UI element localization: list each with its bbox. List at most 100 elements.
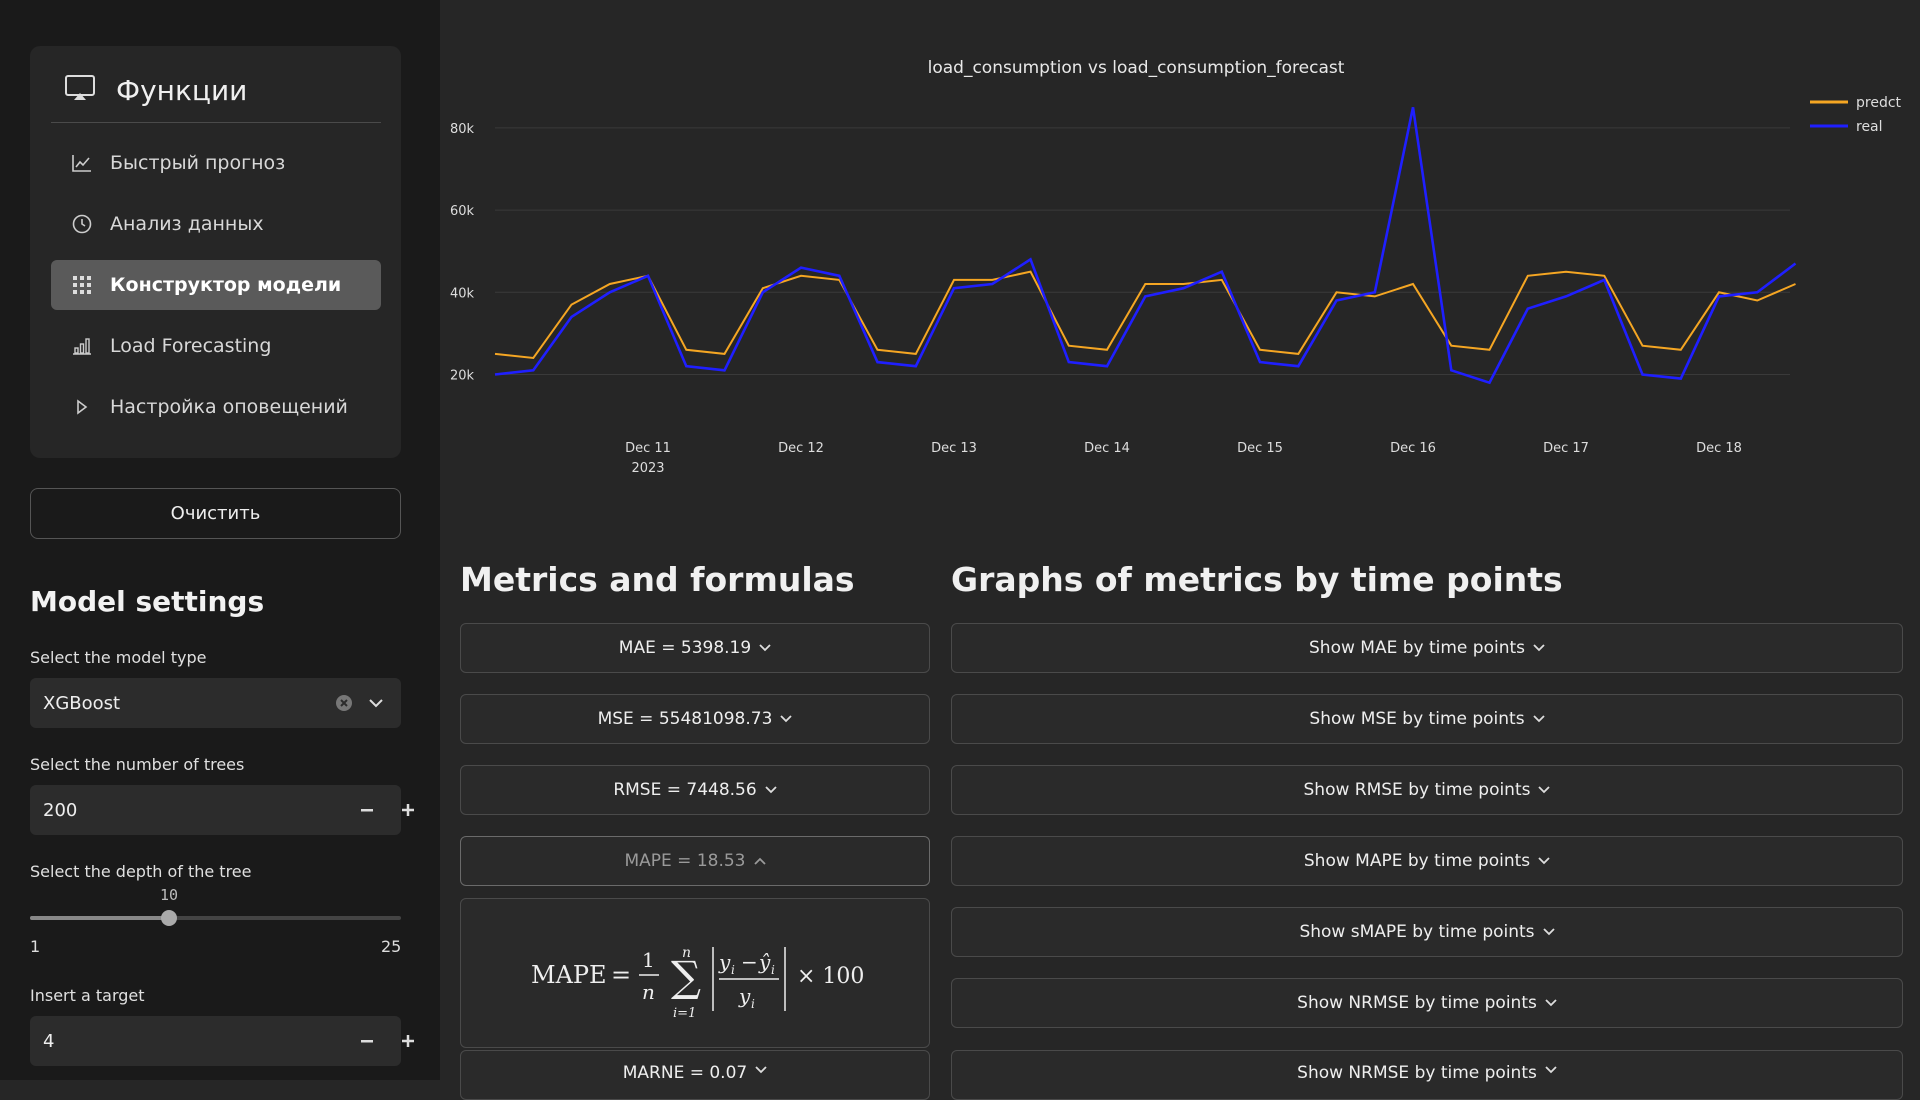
target-value: 4	[43, 1030, 55, 1052]
play-icon	[71, 396, 93, 418]
x-tick-year-label: 2023	[631, 461, 664, 476]
trees-increment-button[interactable]	[391, 795, 425, 825]
series-line-real	[494, 107, 1797, 385]
bar-chart-icon	[71, 335, 93, 357]
mape-expander[interactable]: MAPE = 18.53	[460, 836, 930, 886]
chart-title: load_consumption vs load_consumption_for…	[927, 58, 1345, 78]
sidebar-item-label: Быстрый прогноз	[110, 152, 286, 174]
graph-expander[interactable]: Show NRMSE by time points	[951, 978, 1903, 1028]
formula-sum-upper: n	[682, 945, 691, 961]
graph-expander[interactable]: Show MAE by time points	[951, 623, 1903, 673]
graph-expander[interactable]: Show NRMSE by time points	[951, 1050, 1903, 1100]
x-tick-label: Dec 15	[1237, 441, 1283, 456]
x-tick-label: Dec 12	[778, 441, 824, 456]
formula-y: y	[718, 950, 731, 974]
marne-expander[interactable]: MARNE = 0.07	[460, 1050, 930, 1100]
trees-label: Select the number of trees	[30, 755, 245, 774]
expander-label: Show NRMSE by time points	[1297, 1063, 1537, 1083]
graph-expander[interactable]: Show sMAPE by time points	[951, 907, 1903, 957]
formula-lhs: MAPE	[531, 961, 607, 989]
depth-slider-fill	[30, 916, 170, 920]
clear-selection-icon[interactable]	[334, 693, 354, 713]
sidebar: Функции Быстрый прогноз Анализ данных Ко…	[0, 0, 440, 1080]
chevron-down-icon	[1532, 712, 1545, 727]
expander-label: MSE = 55481098.73	[597, 709, 773, 729]
sidebar-item-label: Анализ данных	[110, 213, 264, 235]
sidebar-item-label: Настройка оповещений	[110, 396, 348, 418]
depth-slider-max: 25	[381, 937, 402, 956]
sidebar-item-model-builder[interactable]: Конструктор модели	[51, 260, 381, 310]
menu-header: Функции	[64, 70, 247, 110]
formula-yhat: ŷ	[758, 950, 771, 974]
mape-formula-panel: MAPE = 1 n ∑ n i=1 y i − ŷ i y i × 100	[460, 898, 930, 1048]
x-tick-label: Dec 11	[625, 441, 671, 456]
svg-text:∑: ∑	[671, 952, 701, 1001]
svg-text:−: −	[741, 950, 758, 974]
chevron-down-icon[interactable]	[366, 693, 386, 713]
sidebar-item-quick-forecast[interactable]: Быстрый прогноз	[51, 138, 381, 188]
sidebar-item-label: Load Forecasting	[110, 335, 272, 357]
formula-times: × 100	[797, 964, 864, 989]
navigation-menu	[30, 46, 401, 458]
trees-decrement-button[interactable]	[350, 795, 384, 825]
model-type-value: XGBoost	[43, 692, 121, 714]
model-type-select[interactable]: XGBoost	[30, 678, 401, 728]
svg-text:=: =	[611, 961, 631, 989]
graph-expander[interactable]: Show MSE by time points	[951, 694, 1903, 744]
expander-label: RMSE = 7448.56	[613, 780, 757, 800]
sidebar-item-data-analysis[interactable]: Анализ данных	[51, 199, 381, 249]
forecast-chart: load_consumption vs load_consumption_for…	[440, 0, 1920, 500]
menu-divider	[51, 122, 381, 123]
rmse-expander[interactable]: RMSE = 7448.56	[460, 765, 930, 815]
expander-label: MAE = 5398.19	[618, 638, 752, 658]
y-tick-label: 80k	[450, 122, 475, 137]
chevron-down-icon	[765, 783, 777, 798]
monitor-icon	[64, 74, 96, 106]
expander-label: Show MAPE by time points	[1303, 851, 1531, 871]
formula-one: 1	[642, 948, 655, 972]
expander-label: Show MAE by time points	[1309, 638, 1525, 658]
mse-expander[interactable]: MSE = 55481098.73	[460, 694, 930, 744]
chevron-up-icon	[753, 854, 766, 869]
chevron-down-icon	[1545, 1063, 1557, 1078]
series-line-predct	[494, 270, 1796, 360]
chevron-down-icon	[1545, 996, 1557, 1011]
chevron-down-icon	[1542, 925, 1555, 940]
menu-title: Функции	[116, 73, 248, 107]
model-settings-title: Model settings	[30, 585, 265, 618]
expander-label: MARNE = 0.07	[622, 1063, 748, 1083]
depth-slider[interactable]	[30, 910, 401, 926]
graph-expander[interactable]: Show MAPE by time points	[951, 836, 1903, 886]
target-number-input[interactable]: 4	[30, 1016, 414, 1066]
target-decrement-button[interactable]	[350, 1026, 384, 1056]
y-tick-label: 60k	[450, 204, 475, 219]
y-tick-label: 20k	[450, 368, 475, 383]
mape-formula: MAPE = 1 n ∑ n i=1 y i − ŷ i y i × 100	[531, 945, 864, 1021]
sidebar-item-notification-settings[interactable]: Настройка оповещений	[51, 382, 381, 432]
legend-label: predct	[1856, 95, 1902, 111]
chevron-down-icon	[780, 712, 793, 727]
expander-label: Show NRMSE by time points	[1297, 993, 1537, 1013]
formula-y-denominator: y	[738, 984, 751, 1008]
expander-label: Show RMSE by time points	[1303, 780, 1531, 800]
depth-slider-thumb[interactable]	[161, 910, 178, 926]
expander-label: MAPE = 18.53	[624, 851, 746, 871]
mae-expander[interactable]: MAE = 5398.19	[460, 623, 930, 673]
x-tick-label: Dec 18	[1696, 441, 1742, 456]
depth-label: Select the depth of the tree	[30, 862, 252, 881]
graph-expander[interactable]: Show RMSE by time points	[951, 765, 1903, 815]
svg-text:i: i	[731, 963, 735, 977]
model-type-label: Select the model type	[30, 648, 207, 667]
target-label: Insert a target	[30, 986, 145, 1005]
sidebar-item-label: Конструктор модели	[110, 274, 342, 296]
metrics-title: Metrics and formulas	[460, 560, 855, 599]
chevron-down-icon	[1533, 641, 1545, 656]
target-increment-button[interactable]	[391, 1026, 425, 1056]
chevron-down-icon	[1538, 783, 1551, 798]
sidebar-item-load-forecasting[interactable]: Load Forecasting	[51, 321, 381, 371]
line-chart-icon	[71, 152, 93, 174]
clear-button[interactable]: Очистить	[30, 488, 401, 539]
chart-plot[interactable]: 20k 40k 60k 80k Dec 11 Dec 12 Dec 13 Dec 14 Dec …	[440, 0, 1920, 500]
trees-number-input[interactable]: 200	[30, 785, 414, 835]
x-tick-label: Dec 17	[1543, 441, 1589, 456]
